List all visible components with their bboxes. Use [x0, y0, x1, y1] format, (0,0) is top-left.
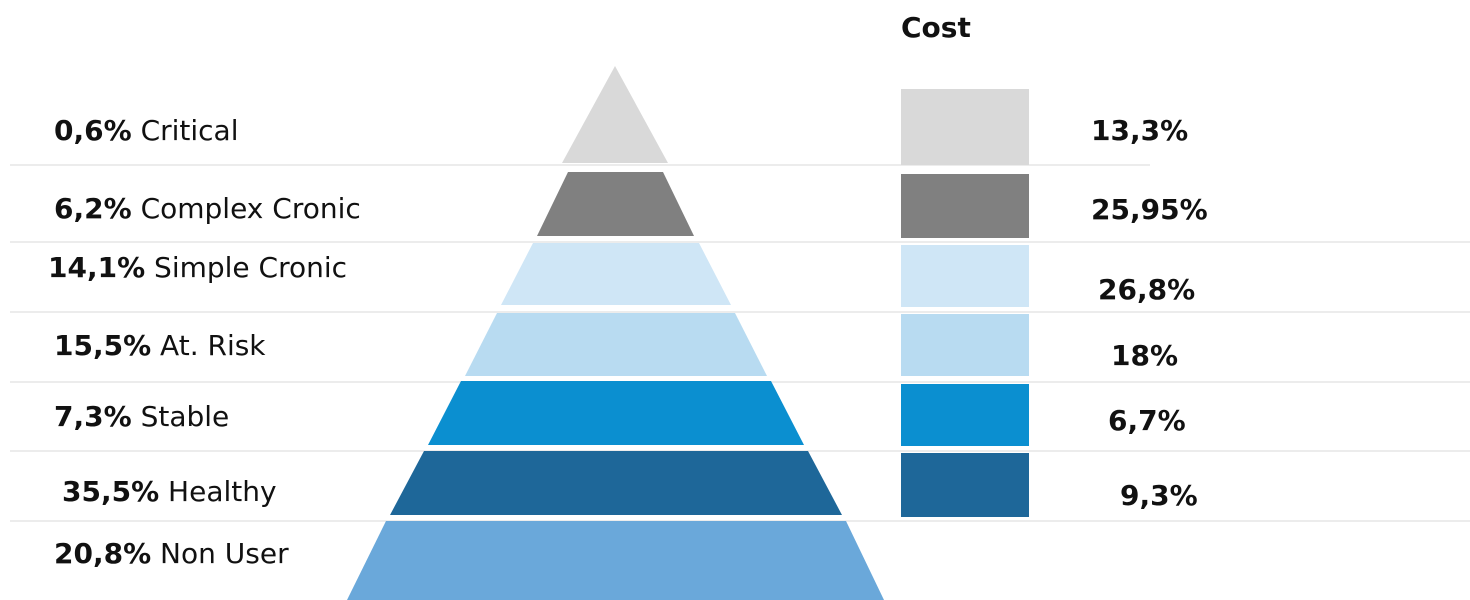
cost-box-critical — [901, 89, 1029, 165]
pyramid-segment-stable — [428, 381, 804, 445]
cost-box-healthy — [901, 453, 1029, 517]
cost-title: Cost — [901, 11, 971, 44]
pyramid-segment-critical — [562, 66, 668, 163]
pyramid-segment-complex-cronic — [537, 172, 694, 236]
cost-value-critical: 13,3% — [1091, 117, 1188, 145]
cost-box-stable — [901, 384, 1029, 446]
cost-box-simple-cronic — [901, 245, 1029, 307]
cost-value-stable: 6,7% — [1108, 407, 1186, 435]
cost-box-at-risk — [901, 314, 1029, 376]
cost-value-complex-cronic: 25,95% — [1091, 196, 1208, 224]
pyramid-segment-healthy — [390, 451, 842, 515]
cost-value-at-risk: 18% — [1111, 342, 1178, 370]
cost-value-simple-cronic: 26,8% — [1098, 276, 1195, 304]
pyramid-segment-at-risk — [465, 313, 767, 376]
cost-value-healthy: 9,3% — [1120, 482, 1198, 510]
pyramid-segment-non-user — [347, 521, 884, 600]
pyramid-segment-simple-cronic — [501, 243, 731, 305]
cost-box-complex-cronic — [901, 174, 1029, 238]
